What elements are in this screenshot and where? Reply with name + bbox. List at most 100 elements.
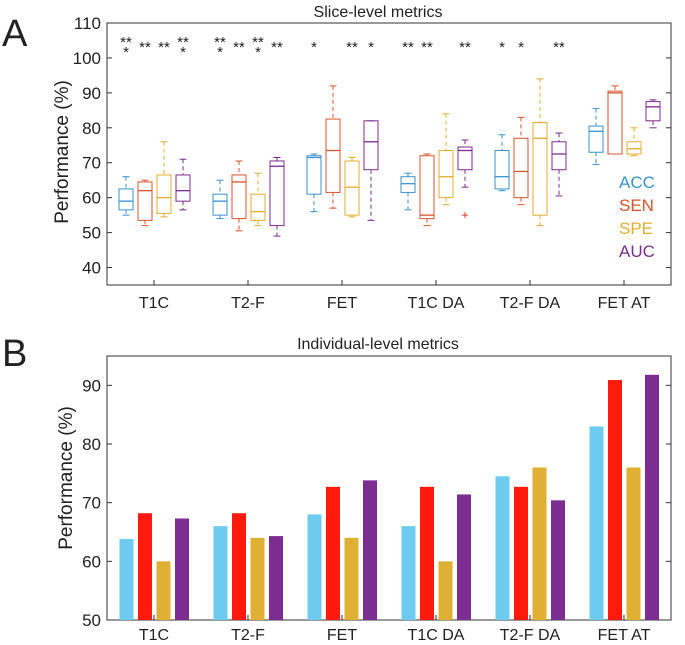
significance-mark: ** — [553, 39, 565, 56]
significance-mark: ** — [402, 39, 414, 56]
box-iqr — [363, 120, 379, 171]
significance-mark: ** — [252, 34, 264, 51]
bar-spe-t2-f — [250, 537, 265, 620]
box-spe-t2-f-da — [532, 78, 548, 227]
box-iqr — [250, 193, 266, 221]
x-tick-label: FET AT — [598, 295, 651, 312]
panel-a-significance-marks: *** ** ** ****** ** *** ** * ** * ** ** ** * * ** — [120, 34, 565, 61]
bar-sen-t1c-da — [420, 486, 434, 620]
panel-a-y-axis-label: Performance (%) — [52, 80, 73, 224]
box-iqr — [438, 150, 454, 199]
x-tick-label: T2-F — [231, 295, 265, 312]
bar-auc-t2-f-da — [551, 500, 565, 620]
legend-spe: SPE — [619, 219, 653, 238]
bar-acc-t2-f-da — [495, 476, 510, 620]
significance-mark-line2: * — [217, 44, 223, 61]
panel-a-axes — [106, 22, 672, 286]
bar-spe-fet — [344, 537, 359, 620]
panel-a-boxes — [118, 78, 661, 237]
box-iqr — [645, 101, 661, 122]
y-tick-label: 80 — [82, 119, 101, 138]
x-tick-label: T1C DA — [408, 627, 465, 644]
y-tick-label: 80 — [82, 435, 101, 454]
box-iqr — [175, 174, 191, 202]
box-spe-fet — [344, 156, 360, 218]
box-auc-t2-f — [269, 156, 285, 237]
significance-mark: ** — [139, 39, 151, 56]
box-iqr — [156, 174, 172, 214]
significance-mark: ** — [271, 39, 283, 56]
box-sen-t2-f — [231, 160, 247, 232]
panel-a-x-ticks: T1C T2-F FET T1C DA T2-F DA FET AT — [139, 280, 651, 312]
panel-a-title: Slice-level metrics — [314, 4, 443, 21]
x-tick-label: FET — [327, 295, 357, 312]
box-iqr — [118, 188, 134, 211]
panel-b-y-ticks: 50 60 70 80 90 — [82, 376, 671, 630]
bar-acc-t1c — [119, 539, 134, 620]
box-auc-fet — [363, 120, 379, 221]
y-tick-label: 90 — [82, 84, 101, 103]
panel-b: B Individual-level metrics Performance (… — [2, 333, 672, 644]
bar-sen-t1c — [138, 513, 152, 620]
significance-mark: ** — [120, 34, 132, 51]
panel-b-x-ticks: T1C T2-F FET T1C DA T2-F DA FET AT — [139, 615, 651, 644]
panel-a: A Slice-level metrics Performance (%) 40… — [2, 4, 672, 312]
y-tick-label: 70 — [82, 494, 101, 513]
bar-sen-fet — [326, 486, 340, 620]
x-tick-label: FET — [327, 627, 357, 644]
y-tick-label: 70 — [82, 154, 101, 173]
significance-mark-line2: * — [180, 44, 186, 61]
box-iqr — [231, 174, 247, 220]
significance-mark: * — [311, 39, 317, 56]
box-spe-t1c-da — [438, 113, 454, 206]
bar-auc-t2-f — [269, 536, 283, 620]
bar-sen-t2-f-da — [514, 486, 528, 620]
bar-auc-t1c-da — [457, 494, 471, 620]
box-acc-t1c — [118, 176, 134, 216]
box-iqr — [607, 90, 623, 155]
box-acc-fet — [306, 153, 322, 213]
bar-acc-t1c-da — [401, 526, 416, 620]
x-tick-label: T2-F — [231, 627, 265, 644]
box-acc-t1c-da — [400, 172, 416, 211]
x-tick-label: T1C — [139, 295, 169, 312]
box-acc-t2-f — [212, 179, 228, 220]
y-tick-label: 90 — [82, 376, 101, 395]
panel-b-bars — [119, 374, 659, 620]
y-tick-label: 60 — [82, 189, 101, 208]
x-tick-label: T2-F DA — [500, 627, 561, 644]
box-iqr — [137, 181, 153, 221]
significance-mark: ** — [233, 39, 245, 56]
panel-b-label: B — [2, 333, 27, 375]
box-sen-t1c-da — [419, 153, 435, 227]
y-tick-label: 100 — [73, 49, 101, 68]
box-spe-t2-f — [250, 172, 266, 227]
y-tick-label: 50 — [82, 611, 101, 630]
x-tick-label: T1C DA — [408, 295, 465, 312]
significance-mark-line2: * — [255, 44, 261, 61]
box-sen-t2-f-da — [513, 116, 529, 206]
x-tick-label: T1C — [139, 627, 169, 644]
box-iqr — [626, 141, 642, 155]
box-iqr — [344, 160, 360, 216]
significance-mark: * — [368, 39, 374, 56]
panel-b-axes — [106, 355, 672, 621]
box-auc-t1c-da — [457, 139, 473, 219]
bar-spe-t1c — [156, 561, 171, 620]
box-spe-fet-at — [626, 127, 642, 157]
significance-mark: * — [499, 39, 505, 56]
bar-acc-fet-at — [589, 426, 604, 620]
box-acc-fet-at — [588, 108, 604, 165]
y-tick-label: 40 — [82, 259, 101, 278]
significance-mark-line2: * — [123, 44, 129, 61]
box-iqr — [306, 155, 322, 195]
legend-sen: SEN — [619, 196, 654, 215]
box-sen-t1c — [137, 179, 153, 227]
bar-acc-fet — [307, 514, 322, 620]
box-auc-t2-f-da — [551, 132, 567, 197]
panel-b-title: Individual-level metrics — [297, 336, 459, 353]
panel-a-label: A — [2, 13, 28, 55]
significance-mark: ** — [459, 39, 471, 56]
box-sen-fet-at — [607, 85, 623, 155]
box-iqr — [419, 155, 435, 220]
